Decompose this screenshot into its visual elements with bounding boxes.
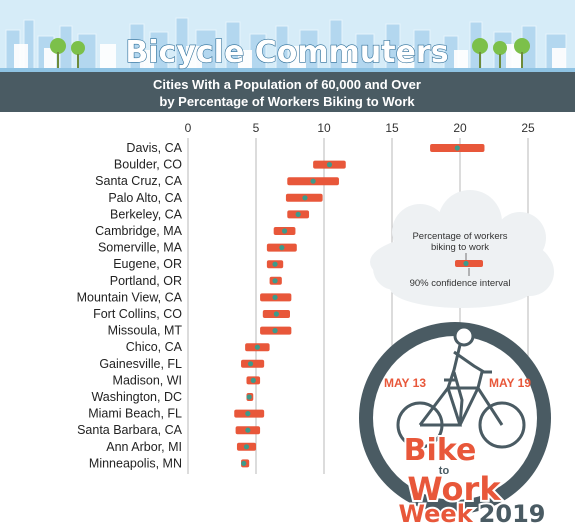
chart-marks — [234, 144, 485, 468]
city-label: Minneapolis, MN — [89, 456, 182, 470]
badge-word-work: Work — [407, 470, 501, 508]
city-label: Eugene, OR — [113, 257, 182, 271]
estimate-point — [302, 195, 308, 201]
x-tick-label: 0 — [185, 121, 192, 135]
badge-word-to: to — [439, 465, 450, 477]
city-label: Berkeley, CA — [110, 207, 183, 221]
legend-interval-swatch — [455, 260, 483, 267]
estimate-point — [245, 411, 251, 417]
estimate-point — [245, 427, 251, 433]
subtitle-line-2: by Percentage of Workers Biking to Work — [159, 94, 415, 109]
x-tick-label: 10 — [317, 121, 331, 135]
city-label: Santa Cruz, CA — [95, 174, 183, 188]
city-label: Fort Collins, CO — [93, 307, 182, 321]
city-label: Portland, OR — [110, 274, 182, 288]
estimate-point — [250, 377, 256, 383]
estimate-point — [243, 444, 250, 450]
city-label: Davis, CA — [126, 141, 182, 155]
city-label: Santa Barbara, CA — [77, 423, 183, 437]
estimate-point — [326, 162, 333, 168]
badge-word-week: Week 2019 — [399, 500, 546, 525]
chart-gridlines — [187, 138, 529, 474]
city-label: Washington, DC — [91, 390, 182, 404]
banner-title: Bicycle Commuters — [125, 35, 448, 70]
badge-word-bike: Bike — [404, 433, 477, 468]
city-label: Boulder, CO — [114, 158, 182, 172]
badge-face — [373, 336, 537, 500]
legend-estimate-swatch — [463, 260, 469, 267]
city-label: Ann Arbor, MI — [106, 440, 182, 454]
estimate-point — [273, 311, 279, 317]
skyline-trees — [50, 38, 530, 68]
x-tick-label: 20 — [453, 121, 467, 135]
badge-week: Week — [399, 500, 474, 525]
city-labels: Davis, CA Boulder, CO Santa Cruz, CA Palo A… — [77, 141, 183, 470]
estimate-point — [279, 245, 285, 251]
legend-interval-label: 90% confidence interval — [410, 278, 511, 289]
estimate-point — [241, 460, 247, 466]
city-label: Miami Beach, FL — [88, 407, 182, 421]
legend-estimate-label-2: biking to work — [431, 242, 489, 253]
estimate-point — [295, 211, 301, 217]
city-label: Gainesville, FL — [99, 357, 182, 371]
skyline-ground — [0, 68, 575, 72]
x-tick-label: 5 — [253, 121, 260, 135]
x-tick-label: 15 — [385, 121, 399, 135]
badge-year: 2019 — [479, 500, 546, 525]
city-label: Chico, CA — [126, 340, 183, 354]
skyline-front-buildings — [14, 44, 566, 70]
x-tick-label: 25 — [521, 121, 535, 135]
x-axis-ticks: 0 5 10 15 20 25 — [185, 121, 535, 135]
subtitle-band — [0, 72, 575, 112]
estimate-point — [272, 328, 278, 334]
bike-to-work-badge: MAY 13 MAY 19 Bike to Work Week 2019 — [359, 322, 551, 525]
skyline-illustration — [0, 17, 575, 72]
badge-date-start: MAY 13 — [384, 376, 426, 390]
subtitle-line-1: Cities With a Population of 60,000 and O… — [153, 77, 421, 92]
badge-date-end: MAY 19 — [489, 376, 531, 390]
city-label: Missoula, MT — [108, 324, 183, 338]
estimate-point — [272, 261, 278, 267]
city-label: Somerville, MA — [98, 241, 183, 255]
city-label: Mountain View, CA — [77, 290, 183, 304]
estimate-point — [454, 145, 460, 151]
city-label: Palo Alto, CA — [108, 191, 182, 205]
estimate-point — [254, 344, 260, 350]
city-label: Cambridge, MA — [95, 224, 182, 238]
estimate-point — [272, 294, 278, 300]
estimate-point — [281, 228, 288, 234]
cyclist-illustration — [396, 325, 526, 449]
estimate-point — [247, 361, 254, 367]
city-label: Madison, WI — [113, 373, 182, 387]
estimate-point — [310, 178, 316, 184]
legend-cloud: Percentage of workers biking to work 90%… — [370, 190, 554, 308]
estimate-point — [272, 278, 278, 284]
estimate-point — [246, 394, 252, 400]
legend-estimate-label-1: Percentage of workers — [412, 231, 507, 242]
